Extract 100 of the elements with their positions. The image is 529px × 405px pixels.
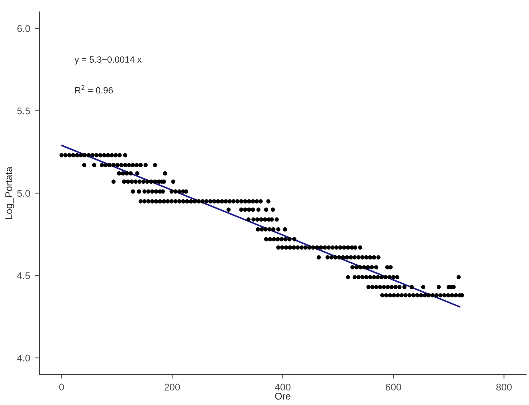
point xyxy=(131,190,136,194)
point xyxy=(333,256,338,260)
point xyxy=(386,285,390,290)
point xyxy=(220,200,224,204)
point xyxy=(370,265,374,270)
point xyxy=(130,180,134,184)
point xyxy=(196,200,202,204)
point xyxy=(376,256,381,260)
point xyxy=(415,293,420,298)
point xyxy=(342,246,346,250)
point xyxy=(254,200,260,204)
point xyxy=(404,293,408,298)
point xyxy=(178,200,182,204)
point xyxy=(284,237,288,242)
point xyxy=(346,275,350,280)
point xyxy=(247,208,252,212)
point xyxy=(163,172,168,176)
point xyxy=(352,275,357,280)
point xyxy=(358,265,363,270)
point xyxy=(138,180,142,184)
point xyxy=(232,200,236,204)
point xyxy=(243,200,248,204)
point xyxy=(388,275,392,280)
point xyxy=(368,275,372,280)
point xyxy=(280,237,284,242)
point xyxy=(134,180,138,184)
x-tick-label: 0 xyxy=(59,384,64,391)
point xyxy=(288,237,292,242)
point xyxy=(123,153,128,158)
point xyxy=(419,293,424,298)
point xyxy=(208,200,213,204)
point xyxy=(392,275,396,280)
point xyxy=(374,265,379,270)
point xyxy=(178,190,182,194)
point xyxy=(450,293,454,298)
x-tick-label: 800 xyxy=(496,384,512,391)
point xyxy=(378,285,382,290)
point xyxy=(352,256,357,260)
point xyxy=(454,293,458,298)
point xyxy=(79,153,84,158)
point xyxy=(128,172,134,176)
y-tick-label: 6.0 xyxy=(18,25,30,32)
x-axis-title: Ore xyxy=(275,392,291,400)
point xyxy=(442,293,447,298)
point xyxy=(67,153,72,158)
point xyxy=(319,246,324,250)
point xyxy=(126,180,130,184)
point xyxy=(338,246,343,250)
point xyxy=(144,163,148,168)
point xyxy=(138,200,143,204)
point xyxy=(137,190,142,194)
x-tick-label: 200 xyxy=(164,384,180,391)
point xyxy=(192,200,198,204)
point xyxy=(394,285,398,290)
point xyxy=(268,237,272,242)
point xyxy=(82,163,87,168)
point xyxy=(239,208,244,212)
point xyxy=(121,172,126,176)
point xyxy=(216,200,220,204)
point xyxy=(388,265,393,270)
point xyxy=(243,208,248,212)
point xyxy=(226,208,231,212)
point xyxy=(127,163,132,168)
point xyxy=(171,180,176,184)
point xyxy=(116,163,120,168)
point xyxy=(390,285,394,290)
point xyxy=(364,275,369,280)
point xyxy=(436,285,442,290)
point xyxy=(259,218,264,222)
point xyxy=(434,293,439,298)
point xyxy=(135,172,140,176)
point xyxy=(330,256,334,260)
point xyxy=(388,293,392,298)
point xyxy=(71,153,76,158)
point xyxy=(384,275,388,280)
point xyxy=(112,163,116,168)
point xyxy=(354,265,359,270)
point xyxy=(145,180,150,184)
point xyxy=(411,293,416,298)
point xyxy=(212,200,217,204)
point xyxy=(170,200,174,204)
point xyxy=(296,246,300,250)
point xyxy=(322,246,328,250)
point xyxy=(181,200,186,204)
point xyxy=(345,256,350,260)
point xyxy=(438,293,443,298)
point xyxy=(304,246,308,250)
point xyxy=(251,200,256,204)
point xyxy=(119,163,124,168)
point xyxy=(396,293,400,298)
point xyxy=(392,293,396,298)
point xyxy=(104,163,108,168)
point xyxy=(174,190,178,194)
point xyxy=(430,293,435,298)
point xyxy=(423,293,428,298)
point xyxy=(60,153,64,158)
point xyxy=(146,190,151,194)
point xyxy=(410,285,414,290)
point xyxy=(398,285,402,290)
point xyxy=(311,246,316,250)
